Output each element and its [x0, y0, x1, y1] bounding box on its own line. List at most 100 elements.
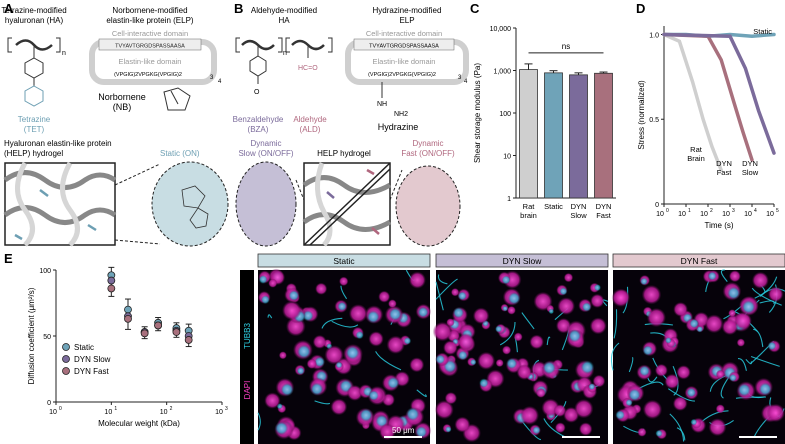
nb-label-2: (NB) — [113, 102, 132, 112]
d-series-label: DYN — [742, 159, 758, 168]
e-point — [107, 276, 116, 285]
dyn-fast-2: Fast (ON/OFF) — [401, 149, 455, 158]
static-label: Static (ON) — [160, 149, 200, 158]
e-legend-marker — [62, 343, 70, 351]
tubb3-cell — [495, 325, 503, 333]
d-xtick-label: 10 — [656, 211, 664, 218]
d-series-label: Slow — [742, 168, 759, 177]
hyd-cell-seq: TVYAVTGRGDSPASSAASA — [369, 44, 439, 50]
tubb3-cell — [642, 345, 653, 356]
hyd-elp-2: ELP — [399, 16, 414, 25]
help-title-1: Hyaluronan elastin-like protein — [4, 139, 112, 148]
hyd-nh2: NH2 — [394, 111, 408, 118]
tet-label-2: (TET) — [24, 125, 45, 134]
dapi-nucleus — [516, 364, 533, 380]
tubb3-cell — [388, 307, 402, 321]
tet-label-1: Tetrazine — [18, 115, 51, 124]
e-xtick-exp: 3 — [225, 406, 228, 412]
tubb3-cell — [686, 387, 697, 398]
tubb3-cell — [288, 290, 300, 301]
nb-elastin-domain: Elastin-like domain — [119, 57, 182, 66]
dapi-nucleus — [450, 288, 460, 297]
tubb3-cell — [568, 329, 582, 343]
d-ytick-label: 0 — [655, 202, 659, 209]
e-legend-marker — [62, 367, 70, 375]
dapi-nucleus — [676, 365, 691, 380]
c-ytick-label: 100 — [499, 111, 511, 118]
c-ytick-label: 10,000 — [490, 26, 512, 33]
dapi-nucleus — [454, 416, 471, 433]
hyd-elastin-seq: (VPGIG)2VPGKG(VPGIG)2 — [368, 72, 436, 78]
d-xtick-label: 10 — [744, 211, 752, 218]
ald-label-2: (ALD) — [300, 125, 321, 134]
dapi-nucleus — [708, 418, 727, 437]
d-series-label: Fast — [717, 168, 733, 177]
dapi-nucleus — [751, 271, 769, 289]
e-ylabel: Diffusion coefficient (μm²/s) — [27, 287, 36, 384]
dapi-nucleus — [386, 335, 405, 354]
tubb3-cell — [580, 360, 595, 375]
c-xtick-label: brain — [520, 211, 537, 220]
e-xtick-label: 10 — [160, 409, 168, 416]
e-legend-label: Static — [74, 343, 94, 352]
d-series-line — [662, 32, 776, 155]
tubb3-neurite — [321, 317, 343, 329]
dapi-nucleus — [379, 423, 396, 441]
dapi-nucleus — [704, 314, 724, 334]
dapi-nucleus — [378, 290, 391, 303]
tubb3-neurite — [753, 328, 764, 348]
tubb3-cell — [258, 275, 268, 284]
tubb3-neurite — [314, 400, 331, 405]
c-xtick-label: DYN — [596, 202, 612, 211]
tubb3-neurite — [613, 309, 618, 339]
e-legend-marker — [62, 355, 70, 363]
dapi-nucleus — [312, 334, 327, 349]
bza-sub-n: n — [283, 50, 287, 57]
dapi-nucleus — [672, 396, 688, 411]
ald-label-1: Aldehyde — [293, 115, 327, 124]
d-xlabel: Time (s) — [704, 221, 733, 230]
tubb3-neurite — [499, 321, 516, 346]
e-xtick-exp: 1 — [114, 406, 117, 412]
e-xtick-exp: 2 — [170, 406, 173, 412]
micrograph-static — [257, 268, 432, 444]
dapi-nucleus — [432, 321, 453, 342]
c-bar — [519, 69, 538, 199]
tubb3-neurite — [435, 278, 458, 300]
e-xlabel: Molecular weight (kDa) — [98, 419, 180, 428]
panel-e-letter: E — [4, 251, 13, 266]
tubb3-cell — [335, 361, 343, 369]
tubb3-cell — [625, 399, 633, 407]
sub-n-a: n — [62, 50, 66, 57]
f-header-slow: DYN Slow — [503, 256, 543, 266]
dapi-nucleus — [278, 351, 287, 360]
tubb3-cell — [615, 410, 625, 420]
dapi-nucleus — [646, 307, 666, 328]
e-ytick-label: 100 — [39, 268, 51, 275]
nb-elastin-seq: (VPGIG)2VPGKG(VPGIG)2 — [114, 72, 182, 78]
dapi-nucleus — [642, 399, 663, 420]
c-bar — [594, 72, 613, 199]
e-point — [124, 305, 132, 314]
tubb3-cell — [457, 291, 467, 301]
tubb3-cell — [548, 308, 555, 315]
nb-title-1: Norbornene-modified — [112, 6, 187, 15]
hyd-sub-3: 3 — [458, 75, 462, 81]
tetrazine-structure — [7, 37, 61, 107]
dapi-nucleus — [443, 340, 458, 356]
dyn-slow-2: Slow (ON/OFF) — [238, 149, 293, 158]
dapi-nucleus — [535, 387, 546, 398]
tubb3-cell — [588, 383, 596, 390]
static-zoom-circle — [151, 161, 229, 247]
e-legend-label: DYN Fast — [74, 367, 109, 376]
tubb3-cell — [366, 310, 380, 324]
dapi-nucleus — [592, 374, 606, 388]
dapi-nucleus — [715, 369, 725, 379]
dapi-nucleus — [315, 282, 328, 295]
d-series-label: Static — [753, 27, 772, 36]
tubb3-cell — [415, 426, 428, 438]
tubb3-cell — [296, 367, 305, 375]
tubb3-neurite — [257, 412, 261, 431]
